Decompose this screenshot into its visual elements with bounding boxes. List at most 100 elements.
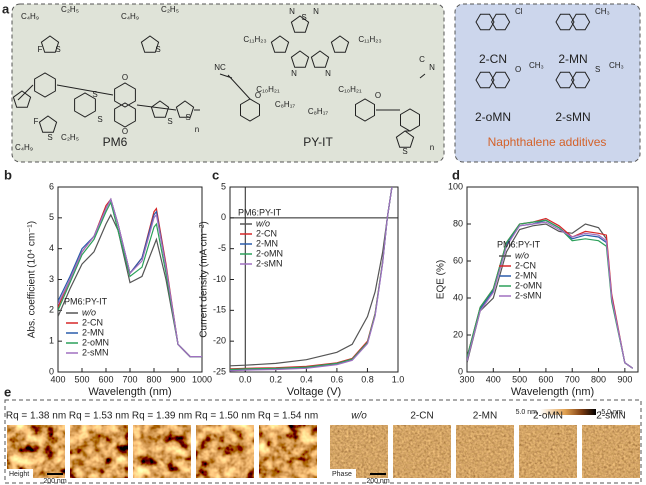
additive-name: 2-sMN bbox=[555, 110, 590, 124]
label-bg bbox=[330, 469, 356, 478]
x-tick-label: 400 bbox=[50, 374, 65, 384]
atom-label: O bbox=[122, 127, 128, 136]
benzene-ring bbox=[34, 72, 56, 98]
y-tick-label: 80 bbox=[453, 218, 463, 228]
additive-name: 2-MN bbox=[558, 52, 587, 66]
atom-label: C₄H₉ bbox=[21, 12, 39, 21]
y-tick-label: -15 bbox=[213, 305, 226, 315]
x-axis-label: Wavelength (nm) bbox=[88, 386, 171, 398]
atom-label: NC bbox=[214, 63, 226, 72]
series-line bbox=[58, 213, 202, 358]
afm-height-image bbox=[196, 425, 254, 478]
label-bg bbox=[7, 469, 33, 478]
thiophene-ring bbox=[270, 35, 290, 53]
benzene-ring bbox=[74, 92, 96, 118]
atom-label: N bbox=[289, 7, 295, 16]
legend-label: 2-MN bbox=[515, 270, 537, 280]
rq-label: Rq = 1.54 nm bbox=[258, 411, 318, 422]
y-tick-label: 0 bbox=[221, 212, 226, 222]
legend-label: 2-sMN bbox=[256, 258, 283, 268]
x-tick-label: 1.0 bbox=[392, 374, 405, 384]
benzene-ring bbox=[240, 98, 260, 122]
rq-label: Rq = 1.53 nm bbox=[69, 411, 129, 422]
naphthalene-ring bbox=[475, 71, 495, 89]
naphthalene-ring bbox=[555, 13, 575, 31]
substituent: CH₃ bbox=[595, 7, 610, 16]
atom-label: S bbox=[185, 113, 190, 122]
legend-label: w/o bbox=[256, 218, 270, 228]
substituent: CH₃ bbox=[529, 61, 544, 70]
naphthalene-ring bbox=[475, 13, 495, 31]
atom-label: n bbox=[430, 143, 434, 152]
y-axis-label: Abs. coefficient (10⁴ cm⁻¹) bbox=[27, 221, 38, 338]
x-tick-label: 0.8 bbox=[361, 374, 374, 384]
y-axis-label: EQE (%) bbox=[436, 260, 447, 299]
afm-phase-image bbox=[582, 425, 640, 478]
legend-label: 2-MN bbox=[256, 238, 278, 248]
phase-label: w/o bbox=[351, 411, 367, 422]
y-tick-label: -20 bbox=[213, 336, 226, 346]
atom-label: n bbox=[195, 125, 199, 134]
afm-phase-image bbox=[519, 425, 577, 478]
panel-label: a bbox=[2, 1, 10, 16]
x-tick-label: 900 bbox=[170, 374, 185, 384]
series-line bbox=[58, 200, 202, 358]
scale-label: 200 nm bbox=[43, 478, 67, 485]
x-tick-label: 400 bbox=[486, 374, 501, 384]
atom-label: N bbox=[313, 7, 319, 16]
atom-label: S bbox=[97, 115, 102, 124]
additive-box bbox=[454, 3, 641, 163]
series-line bbox=[58, 198, 202, 358]
atom-label: N bbox=[325, 69, 331, 78]
x-tick-label: 500 bbox=[74, 374, 89, 384]
legend-label: 2-CN bbox=[515, 260, 536, 270]
atom-label: C₂H₅ bbox=[61, 5, 79, 14]
y-tick-label: -10 bbox=[213, 274, 226, 284]
x-tick-label: 800 bbox=[591, 374, 606, 384]
atom-label: C₁₁H₂₃ bbox=[243, 35, 266, 44]
thiophene-ring bbox=[140, 35, 160, 53]
y-tick-label: -5 bbox=[218, 243, 226, 253]
thiophene-ring bbox=[40, 35, 60, 53]
atom-label: C₂H₅ bbox=[161, 5, 179, 14]
bond bbox=[17, 73, 426, 132]
x-tick-label: 600 bbox=[538, 374, 553, 384]
panel-label: b bbox=[4, 167, 12, 182]
phase-label: 2-sMN bbox=[596, 411, 625, 422]
legend-label: 2-MN bbox=[82, 327, 104, 337]
plot-frame bbox=[466, 186, 639, 373]
colorbar-label: 5.0 nm bbox=[516, 409, 538, 416]
series-line bbox=[467, 221, 634, 369]
afm-height-image bbox=[259, 425, 317, 478]
atom-label: F bbox=[38, 45, 43, 54]
atom-label: C₁₀H₂₁ bbox=[256, 85, 280, 94]
rq-label: Rq = 1.50 nm bbox=[195, 411, 255, 422]
thiophene-ring bbox=[12, 90, 32, 108]
atom-label: S bbox=[402, 147, 407, 156]
x-tick-label: 1000 bbox=[192, 374, 212, 384]
legend-label: 2-CN bbox=[82, 317, 103, 327]
atom-label: S bbox=[155, 45, 160, 54]
legend-label: 2-sMN bbox=[515, 290, 542, 300]
legend-title: PM6:PY-IT bbox=[238, 207, 282, 217]
atom-label: S bbox=[301, 13, 306, 22]
additive-caption: Naphthalene additives bbox=[488, 135, 607, 149]
colorbar bbox=[540, 409, 596, 415]
x-tick-label: 700 bbox=[122, 374, 137, 384]
rq-label: Rq = 1.38 nm bbox=[6, 411, 66, 422]
atom-label: N bbox=[291, 69, 297, 78]
legend-label: 2-sMN bbox=[82, 347, 109, 357]
x-tick-label: 900 bbox=[617, 374, 632, 384]
afm-phase-image bbox=[456, 425, 514, 478]
thiophene-ring bbox=[290, 50, 310, 68]
thiophene-ring bbox=[150, 100, 170, 118]
plot-frame bbox=[57, 186, 203, 373]
x-tick-label: 0.0 bbox=[239, 374, 252, 384]
y-axis-label: Current density (mA cm⁻²) bbox=[199, 221, 210, 337]
series-line bbox=[230, 187, 393, 372]
x-axis-label: Wavelength (nm) bbox=[511, 386, 594, 398]
x-tick-label: 300 bbox=[459, 374, 474, 384]
naphthalene-ring bbox=[571, 71, 591, 89]
x-tick-label: 700 bbox=[565, 374, 580, 384]
